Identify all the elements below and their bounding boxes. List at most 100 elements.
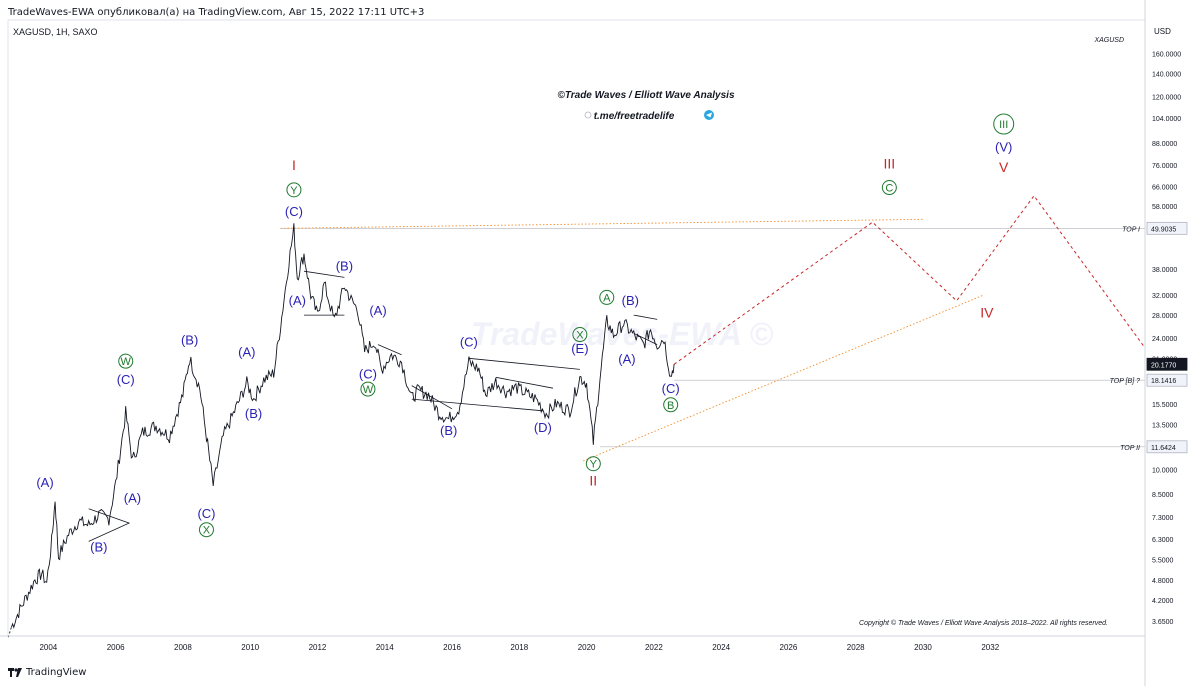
wave-label-circle <box>599 289 615 305</box>
price-tick-label: 32.0000 <box>1152 293 1177 300</box>
price-tick-label: 6.3000 <box>1152 537 1174 544</box>
price-label-box <box>1146 373 1188 387</box>
wave-label: Y <box>290 185 298 197</box>
wave-label: (C) <box>359 366 377 381</box>
wave-label: X <box>203 525 211 537</box>
sparkle-icon <box>584 111 592 119</box>
time-tick-label: 2006 <box>107 643 125 652</box>
wave-label-circle <box>286 182 302 198</box>
currency-label: USD <box>1154 27 1171 36</box>
wave-label-circle <box>198 522 214 538</box>
time-tick-label: 2020 <box>578 643 596 652</box>
watermark-text: TradeWaves-EWA © <box>471 316 774 352</box>
wave-label: (A) <box>618 351 635 366</box>
wave-label: (C) <box>460 334 478 349</box>
wave-label: W <box>121 356 132 368</box>
wave-label: (C) <box>662 381 680 396</box>
wave-label-circle <box>881 180 897 196</box>
trendline <box>583 294 984 462</box>
wave-label: B <box>667 400 674 412</box>
wave-label: (A) <box>238 344 255 359</box>
price-tick-label: 13.5000 <box>1152 423 1177 430</box>
wave-label: Y <box>590 459 598 471</box>
time-tick-label: 2018 <box>510 643 528 652</box>
time-tick-label: 2008 <box>174 643 192 652</box>
price-tick-label: 15.5000 <box>1152 402 1177 409</box>
wave-label: IV <box>980 304 994 320</box>
time-tick-label: 2016 <box>443 643 461 652</box>
tradingview-footer[interactable]: TradingView <box>8 667 86 678</box>
wave-label: C <box>885 183 893 195</box>
price-label-text: 49.9035 <box>1151 226 1176 233</box>
price-tick-label: 4.2000 <box>1152 598 1174 605</box>
wave-label: I <box>292 157 296 173</box>
wave-label-circle <box>585 456 601 472</box>
price-label-text: 11.6424 <box>1151 445 1176 452</box>
wave-label: II <box>589 473 597 489</box>
time-tick-label: 2026 <box>780 643 798 652</box>
wave-label: (D) <box>534 420 552 435</box>
wave-label: (B) <box>181 332 198 347</box>
price-tick-label: 10.0000 <box>1152 468 1177 475</box>
time-tick-label: 2004 <box>39 643 57 652</box>
wave-label-circle <box>572 327 588 343</box>
wave-label: A <box>603 292 611 304</box>
symbol-title: XAGUSD, 1H, SAXO <box>13 27 98 37</box>
wave-pattern-line <box>495 376 554 389</box>
time-tick-label: 2032 <box>981 643 999 652</box>
price-tick-label: 76.0000 <box>1152 163 1177 170</box>
wave-label: III <box>999 119 1008 131</box>
wave-pattern-line <box>303 270 345 278</box>
price-tick-label: 4.8000 <box>1152 578 1174 585</box>
footer-label: TradingView <box>26 667 87 678</box>
wave-label: (E) <box>571 341 588 356</box>
wave-label: (B) <box>336 258 353 273</box>
wave-label: (C) <box>117 372 135 387</box>
wave-label: (B) <box>90 539 107 554</box>
price-label-box <box>1146 440 1188 454</box>
price-tick-label: 140.0000 <box>1152 72 1181 79</box>
wave-label-circle <box>993 113 1015 135</box>
wave-pattern-line <box>411 398 543 412</box>
telegram-icon <box>704 110 714 120</box>
sparkle-icon-dot <box>584 111 592 119</box>
price-tick-label: 8.5000 <box>1152 492 1174 499</box>
price-tick-label: 5.5000 <box>1152 557 1174 564</box>
price-series-line <box>10 223 675 629</box>
wave-label: (B) <box>622 293 639 308</box>
wave-pattern-line <box>468 357 580 370</box>
wave-label: (A) <box>36 475 53 490</box>
wave-label-circle <box>118 353 134 369</box>
price-tick-label: 58.0000 <box>1152 204 1177 211</box>
wave-label: (A) <box>369 303 386 318</box>
price-tick-label: 104.0000 <box>1152 116 1181 123</box>
wave-label-circle <box>360 381 376 397</box>
time-tick-label: 2012 <box>309 643 327 652</box>
price-tick-label: 120.0000 <box>1152 95 1181 102</box>
time-tick-label: 2030 <box>914 643 932 652</box>
wave-label: III <box>884 155 896 171</box>
level-label: TOP I <box>1122 226 1140 233</box>
price-tick-label: 88.0000 <box>1152 141 1177 148</box>
price-tick-label: 28.0000 <box>1152 313 1177 320</box>
publisher-line: TradeWaves-EWA опубликовал(а) на Trading… <box>8 7 425 18</box>
wave-label: (A) <box>289 293 306 308</box>
symbol-tag: XAGUSD <box>1093 37 1124 44</box>
wave-pattern-line <box>88 508 131 542</box>
price-label-text: 20.1770 <box>1151 362 1176 369</box>
wave-pattern-line <box>411 385 453 410</box>
time-tick-label: 2022 <box>645 643 663 652</box>
time-tick-label: 2010 <box>241 643 259 652</box>
wave-label: (A) <box>124 491 141 506</box>
level-label: TOP [B] ? <box>1110 378 1140 385</box>
price-label-text: 18.1416 <box>1151 378 1176 385</box>
price-tick-label: 24.0000 <box>1152 336 1177 343</box>
price-tick-label: 66.0000 <box>1152 184 1177 191</box>
wave-label: (V) <box>995 140 1012 155</box>
wave-label: (B) <box>440 423 457 438</box>
wave-label-circle <box>663 397 679 413</box>
price-tick-label: 3.6500 <box>1152 619 1174 626</box>
wave-label: V <box>999 159 1009 175</box>
telegram-icon-plane <box>706 112 712 118</box>
